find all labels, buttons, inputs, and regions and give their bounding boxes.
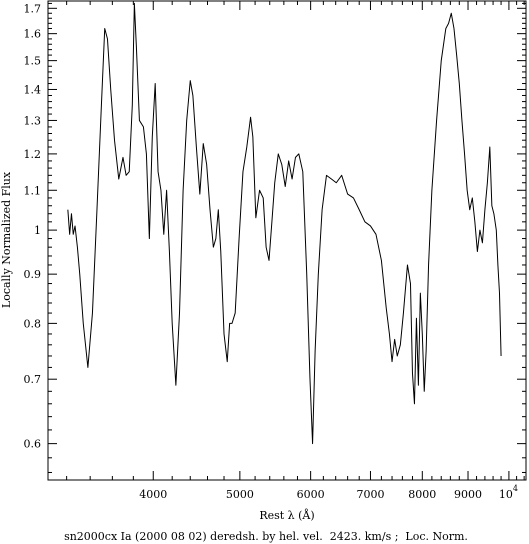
x-axis-title: Rest λ (Å) [259,508,314,522]
x-tick-label: 5000 [226,488,254,501]
x-tick-exponent: 4 [513,484,518,493]
y-tick-label: 0.8 [24,317,42,330]
chart-caption: sn2000cx Ia (2000 08 02) deredsh. by hel… [64,530,468,543]
x-axis: 4000 5000 6000 7000 8000 9000 10 4 [66,1,525,501]
spectrum-line [67,2,502,445]
y-tick-label: 1 [34,224,41,237]
y-tick-label: 0.6 [24,438,42,451]
y-tick-label: 0.7 [24,373,42,386]
x-tick-label: 6000 [297,488,325,501]
x-tick-label: 4000 [139,488,167,501]
y-tick-label: 1.5 [24,55,42,68]
y-tick-label: 1.2 [24,148,42,161]
y-tick-label: 0.9 [24,268,42,281]
y-tick-label: 1.4 [24,83,42,96]
y-tick-label: 1.7 [24,2,42,15]
y-tick-label: 1.6 [24,28,42,41]
x-tick-label: 10 [499,488,513,501]
y-tick-label: 1.1 [24,184,42,197]
y-axis-title: Locally Normalized Flux [0,171,13,308]
x-tick-label: 8000 [408,488,436,501]
x-tick-label: 7000 [356,488,384,501]
plot-frame [47,0,527,481]
x-tick-label: 9000 [454,488,482,501]
y-axis: 0.6 0.7 0.8 0.9 1 1.1 1.2 1.3 1.4 1.5 1.6 1.7 [24,2,526,473]
y-tick-label: 1.3 [24,114,42,127]
